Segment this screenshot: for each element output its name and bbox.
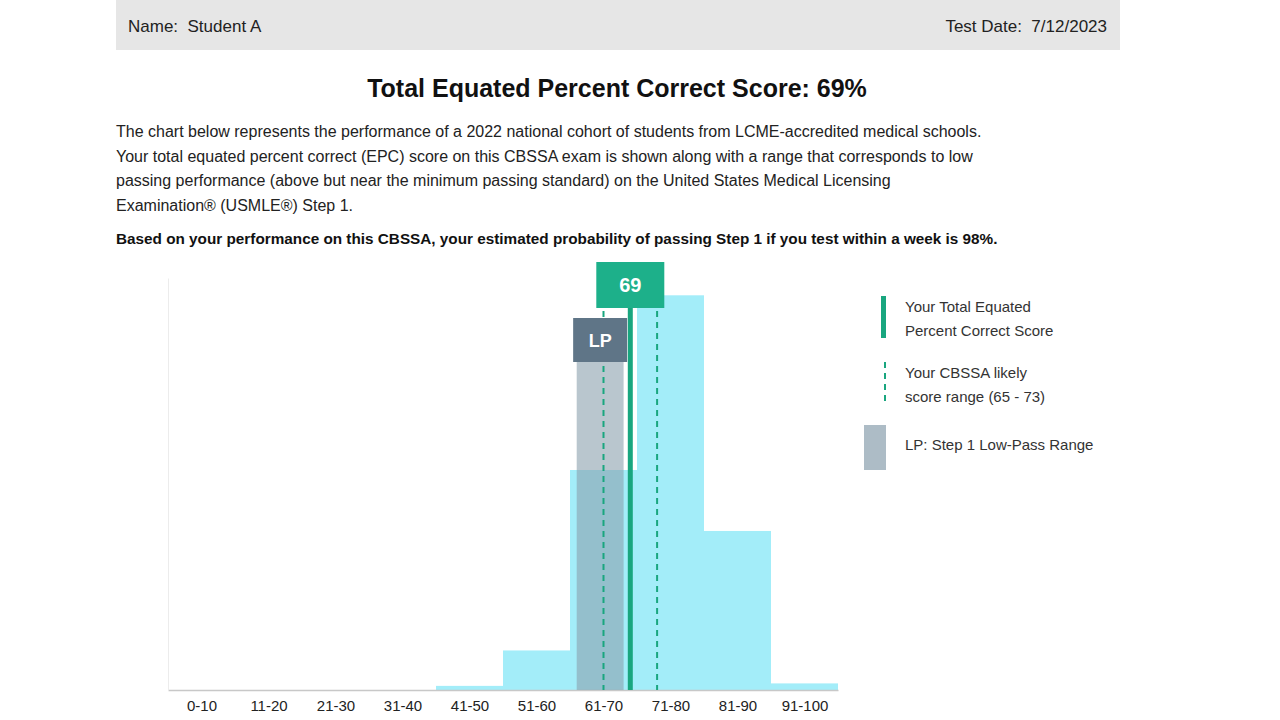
paragraph-line: Examination® (USMLE®) Step 1. bbox=[116, 197, 353, 214]
student-name: Name: Student A bbox=[128, 17, 262, 36]
score-label-box bbox=[596, 262, 664, 308]
low-pass-band bbox=[577, 318, 624, 690]
x-tick-label: 21-30 bbox=[317, 697, 355, 714]
histogram-bar bbox=[771, 683, 838, 690]
legend-low-pass-swatch bbox=[864, 425, 886, 470]
title: Total Equated Percent Correct Score: 69% bbox=[367, 74, 867, 102]
x-tick: 0-10 bbox=[187, 690, 217, 714]
histogram-bar bbox=[704, 531, 771, 690]
x-tick: 81-90 bbox=[719, 690, 757, 714]
legend: Your Total Equated Percent Correct Score Y… bbox=[864, 296, 1093, 470]
low-pass-label-box bbox=[573, 318, 627, 362]
x-tick-label: 31-40 bbox=[384, 697, 422, 714]
x-axis-line bbox=[169, 690, 839, 692]
legend-range-swatch bbox=[884, 362, 886, 402]
histogram-bar bbox=[436, 686, 503, 690]
legend-label: Percent Correct Score bbox=[905, 322, 1053, 339]
score-label: 69 bbox=[619, 274, 641, 296]
x-tick-label: 71-80 bbox=[652, 697, 690, 714]
legend-label: Your CBSSA likely bbox=[905, 364, 1028, 381]
histogram-bar bbox=[503, 650, 570, 690]
legend-label: Your Total Equated bbox=[905, 298, 1031, 315]
paragraph-line: Your total equated percent correct (EPC)… bbox=[116, 148, 973, 165]
low-pass-label: LP bbox=[589, 331, 612, 351]
x-tick-label: 11-20 bbox=[250, 697, 287, 714]
x-tick: 61-70 bbox=[585, 690, 623, 714]
score-line bbox=[628, 290, 633, 690]
x-tick: 31-40 bbox=[384, 690, 422, 714]
bars bbox=[436, 295, 838, 690]
legend-label: LP: Step 1 Low-Pass Range bbox=[905, 436, 1093, 453]
x-tick-label: 51-60 bbox=[518, 697, 556, 714]
x-tick: 51-60 bbox=[518, 690, 556, 714]
paragraph-line: passing performance (above but near the … bbox=[116, 172, 891, 189]
histogram-bar bbox=[637, 295, 704, 690]
x-tick-label: 41-50 bbox=[451, 697, 489, 714]
test-date: Test Date: 7/12/2023 bbox=[945, 17, 1107, 36]
x-axis: 0-10 11-20 21-30 31-40 41-50 51-60 61-70 71-80 8… bbox=[169, 690, 839, 714]
x-tick-label: 61-70 bbox=[585, 697, 623, 714]
x-tick: 71-80 bbox=[652, 690, 690, 714]
y-axis bbox=[168, 279, 169, 691]
x-tick: 11-20 bbox=[250, 690, 287, 714]
legend-score-swatch bbox=[881, 296, 886, 338]
x-tick: 21-30 bbox=[317, 690, 355, 714]
header-bar bbox=[116, 0, 1120, 50]
x-tick-label: 81-90 bbox=[719, 697, 757, 714]
x-tick-label: 0-10 bbox=[187, 697, 217, 714]
y-axis-line bbox=[168, 279, 169, 691]
x-tick-label: 91-100 bbox=[782, 697, 829, 714]
paragraph-line: The chart below represents the performan… bbox=[116, 123, 981, 140]
legend-label: score range (65 - 73) bbox=[905, 388, 1045, 405]
likely-range-line bbox=[656, 300, 658, 690]
x-tick: 91-100 bbox=[782, 690, 829, 714]
x-tick: 41-50 bbox=[451, 690, 489, 714]
probability-statement: Based on your performance on this CBSSA,… bbox=[116, 230, 997, 247]
